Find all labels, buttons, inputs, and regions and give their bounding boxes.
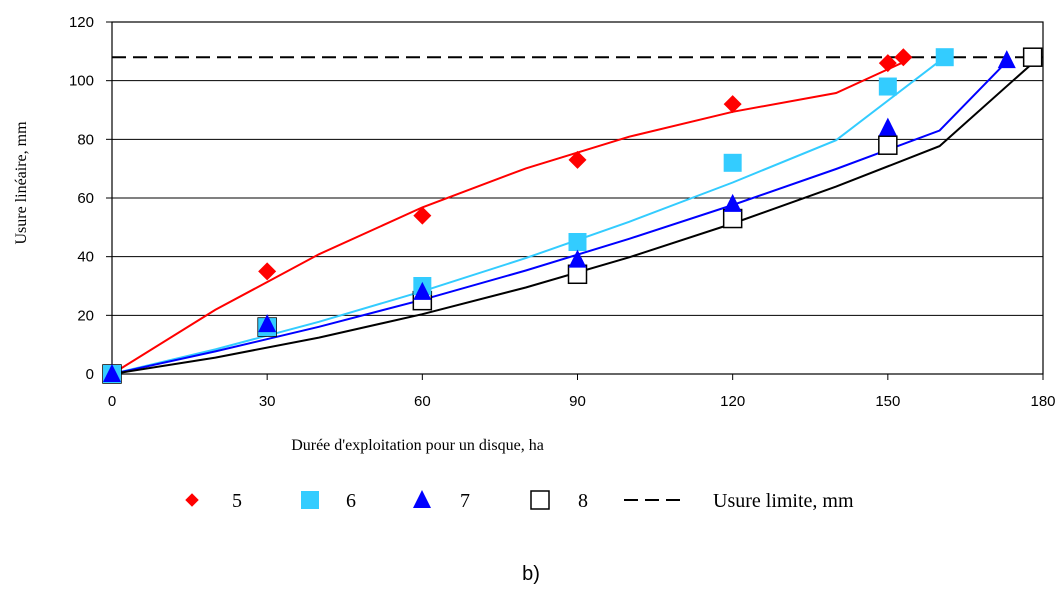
legend-label-3: 7 bbox=[460, 490, 470, 512]
point-series-6 bbox=[878, 77, 897, 96]
plot-frame bbox=[111, 21, 1044, 375]
x-tick-label: 120 bbox=[720, 393, 745, 410]
legend-marker-6 bbox=[301, 491, 319, 509]
trendline-series-5 bbox=[111, 61, 904, 375]
trendline-series-8 bbox=[111, 62, 1034, 375]
legend-label-4: 8 bbox=[578, 490, 588, 512]
point-series-7 bbox=[723, 193, 742, 212]
x-tick-label: 150 bbox=[875, 393, 900, 410]
y-tick-label: 60 bbox=[77, 190, 94, 207]
trendline-series-6 bbox=[111, 56, 946, 375]
legend-marker-8 bbox=[530, 490, 550, 510]
point-series-7 bbox=[258, 314, 277, 333]
x-axis-title: Durée d'exploitation pour un disque, ha bbox=[291, 437, 544, 454]
x-tick-label: 90 bbox=[569, 393, 586, 410]
trendline-series-7 bbox=[111, 60, 1008, 375]
point-series-6 bbox=[935, 48, 954, 67]
point-series-5 bbox=[878, 54, 897, 73]
point-series-7 bbox=[103, 364, 121, 382]
point-series-8 bbox=[722, 208, 743, 229]
point-series-7 bbox=[878, 117, 897, 136]
point-series-5 bbox=[723, 95, 742, 114]
x-tick-label: 30 bbox=[259, 393, 276, 410]
point-series-8 bbox=[567, 264, 588, 285]
legend-marker-5 bbox=[185, 493, 199, 507]
y-tick-label: 100 bbox=[69, 73, 94, 90]
point-series-5 bbox=[894, 48, 913, 67]
point-series-7 bbox=[997, 50, 1016, 69]
point-series-8 bbox=[878, 135, 898, 155]
point-series-5 bbox=[258, 262, 277, 281]
point-series-7 bbox=[568, 249, 587, 268]
point-series-8 bbox=[1022, 47, 1043, 67]
legend-label-5: Usure limite, mm bbox=[713, 490, 854, 512]
x-tick-label: 180 bbox=[1030, 393, 1055, 410]
y-tick-label: 0 bbox=[86, 366, 94, 383]
point-series-6 bbox=[568, 233, 587, 251]
legend-label-2: 6 bbox=[346, 490, 356, 512]
point-series-6 bbox=[723, 153, 742, 172]
y-tick-label: 120 bbox=[69, 14, 94, 31]
point-series-5 bbox=[413, 206, 432, 225]
legend-marker-7 bbox=[413, 490, 431, 508]
figure-caption: b) bbox=[522, 563, 540, 585]
x-tick-label: 60 bbox=[414, 393, 431, 410]
y-tick-label: 20 bbox=[77, 307, 94, 324]
y-tick-label: 40 bbox=[77, 249, 94, 266]
y-axis-title: Usure linéaire, mm bbox=[13, 121, 30, 245]
x-tick-label: 0 bbox=[108, 393, 116, 410]
legend-label-1: 5 bbox=[232, 490, 242, 512]
point-series-7 bbox=[413, 281, 432, 300]
point-series-5 bbox=[568, 150, 587, 169]
y-tick-label: 80 bbox=[77, 131, 94, 148]
